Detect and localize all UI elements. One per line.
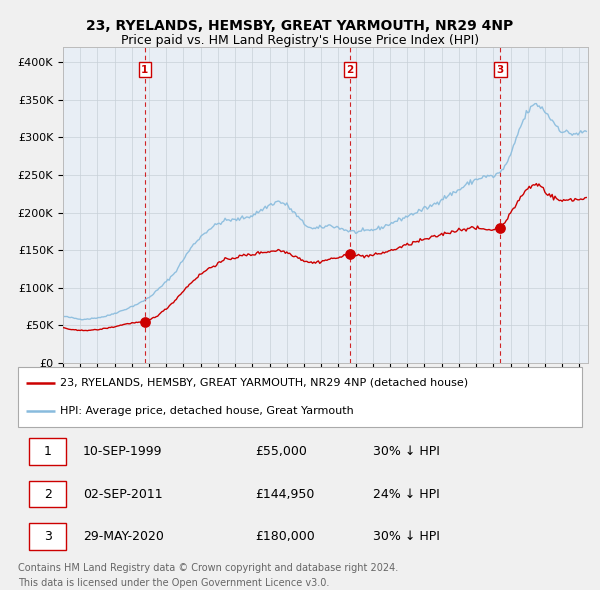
Text: Contains HM Land Registry data © Crown copyright and database right 2024.: Contains HM Land Registry data © Crown c… (18, 563, 398, 573)
Text: 02-SEP-2011: 02-SEP-2011 (83, 487, 163, 501)
Point (496, 223, 505, 232)
Text: 2: 2 (44, 487, 52, 501)
Text: 3: 3 (44, 530, 52, 543)
Text: 1: 1 (44, 445, 52, 458)
Text: This data is licensed under the Open Government Licence v3.0.: This data is licensed under the Open Gov… (18, 578, 329, 588)
Point (345, 249, 355, 258)
Text: 30% ↓ HPI: 30% ↓ HPI (373, 530, 440, 543)
Text: 23, RYELANDS, HEMSBY, GREAT YARMOUTH, NR29 4NP (detached house): 23, RYELANDS, HEMSBY, GREAT YARMOUTH, NR… (60, 378, 469, 388)
Text: £180,000: £180,000 (255, 530, 314, 543)
Text: £55,000: £55,000 (255, 445, 307, 458)
Text: 24% ↓ HPI: 24% ↓ HPI (373, 487, 440, 501)
Text: 1: 1 (141, 65, 148, 75)
Text: 29-MAY-2020: 29-MAY-2020 (83, 530, 164, 543)
Text: 10-SEP-1999: 10-SEP-1999 (83, 445, 163, 458)
FancyBboxPatch shape (29, 523, 66, 550)
FancyBboxPatch shape (29, 438, 66, 465)
Text: HPI: Average price, detached house, Great Yarmouth: HPI: Average price, detached house, Grea… (60, 406, 354, 416)
FancyBboxPatch shape (18, 367, 582, 427)
Text: 30% ↓ HPI: 30% ↓ HPI (373, 445, 440, 458)
Text: 2: 2 (346, 65, 353, 75)
Point (140, 317, 149, 326)
Text: £144,950: £144,950 (255, 487, 314, 501)
FancyBboxPatch shape (29, 481, 66, 507)
Text: Price paid vs. HM Land Registry's House Price Index (HPI): Price paid vs. HM Land Registry's House … (121, 34, 479, 47)
Text: 23, RYELANDS, HEMSBY, GREAT YARMOUTH, NR29 4NP: 23, RYELANDS, HEMSBY, GREAT YARMOUTH, NR… (86, 19, 514, 33)
Text: 3: 3 (497, 65, 504, 75)
